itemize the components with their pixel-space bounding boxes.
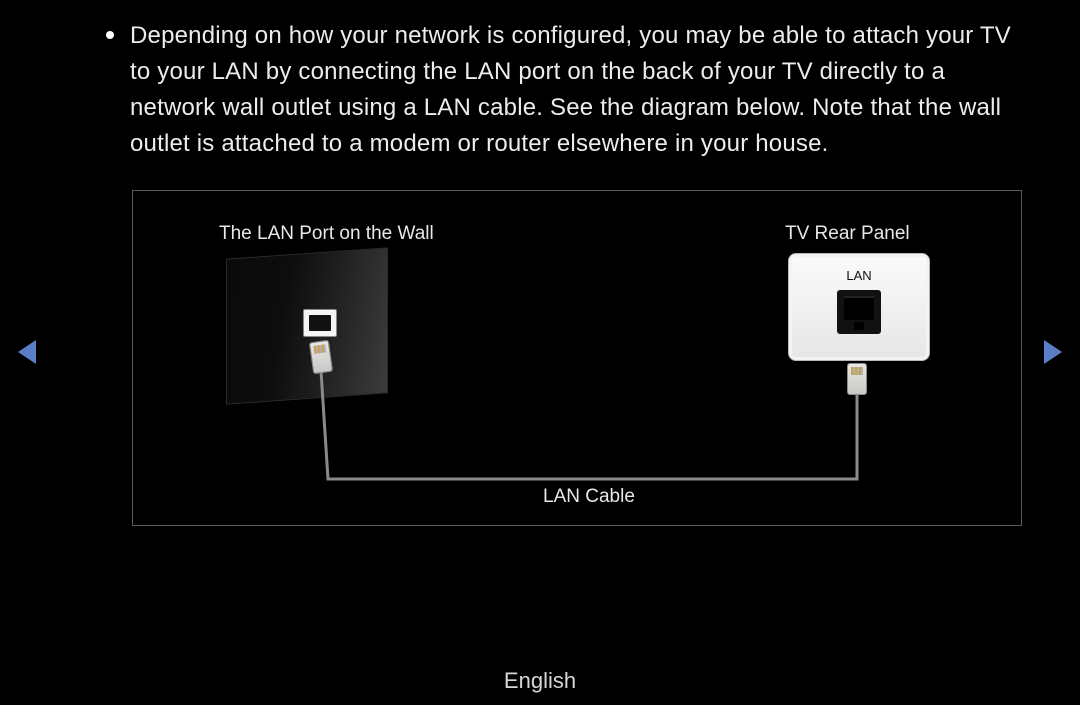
lan-cable-path-icon [133, 191, 1023, 527]
connection-diagram: The LAN Port on the Wall TV Rear Panel L… [132, 190, 1022, 526]
bullet-icon [106, 31, 114, 39]
footer-language: English [0, 668, 1080, 694]
body-text: Depending on how your network is configu… [130, 18, 1020, 162]
rj45-connector-wall-icon [309, 340, 333, 374]
prev-page-arrow[interactable] [18, 340, 36, 364]
body-paragraph: Depending on how your network is configu… [130, 18, 1020, 162]
rj45-connector-tv-icon [847, 363, 867, 395]
next-page-arrow[interactable] [1044, 340, 1062, 364]
cable-path [321, 371, 857, 479]
